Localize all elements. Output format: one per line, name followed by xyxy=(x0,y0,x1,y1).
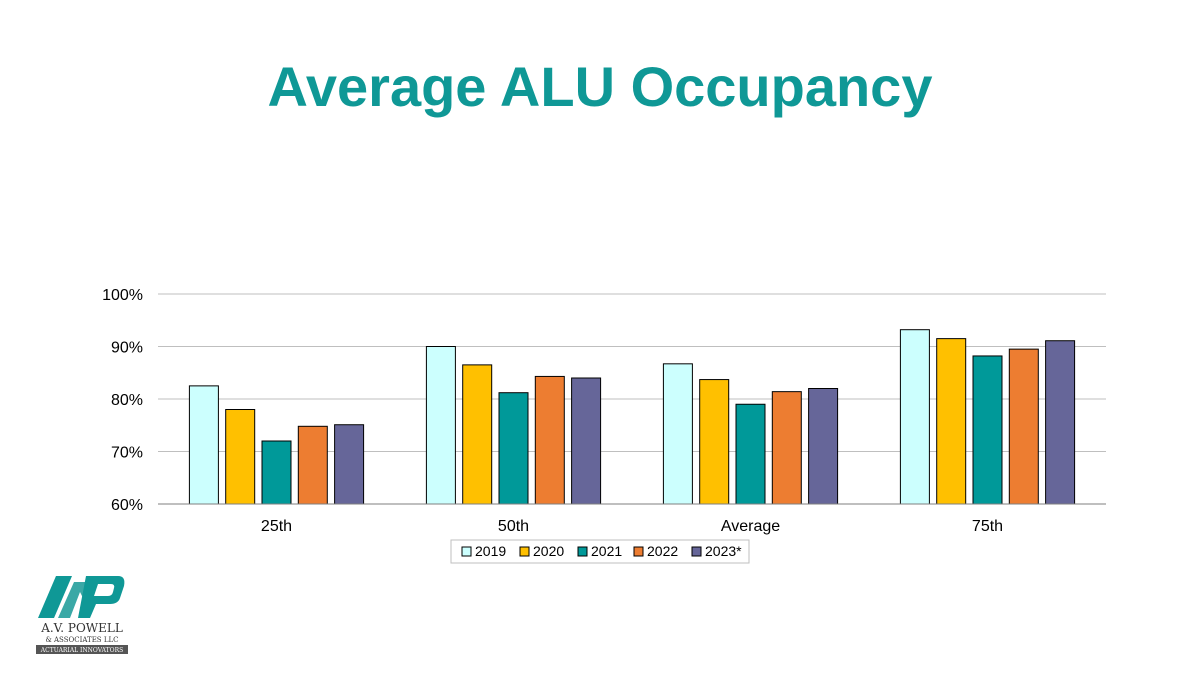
legend: 2019 2020 2021 2022 2023* xyxy=(450,539,750,564)
logo-tagline-band xyxy=(36,645,128,654)
bar-2023-average xyxy=(808,388,839,505)
bar-2019-50th xyxy=(425,346,456,505)
legend-label: 2023* xyxy=(705,543,742,559)
legend-label: 2021 xyxy=(591,543,622,559)
bar-2019-75th xyxy=(899,329,930,505)
bar-2021-75th xyxy=(972,355,1003,505)
x-tick-label: 75th xyxy=(972,518,1003,535)
legend-label: 2020 xyxy=(533,543,564,559)
legend-swatch xyxy=(691,546,702,557)
logo-mark-p xyxy=(78,576,125,618)
legend-label: 2019 xyxy=(475,543,506,559)
legend-swatch xyxy=(577,546,588,557)
logo-tagline: ACTUARIAL INNOVATORS xyxy=(40,647,123,654)
bar-2023-75th xyxy=(1045,340,1076,505)
bar-2022-average xyxy=(771,391,802,505)
company-logo: A.V. POWELL & ASSOCIATES LLC ACTUARIAL I… xyxy=(36,576,128,654)
chart-title: Average ALU Occupancy xyxy=(267,55,933,118)
bar-2023-25th xyxy=(334,424,365,505)
x-tick-label: Average xyxy=(721,518,780,535)
legend-swatch xyxy=(519,546,530,557)
legend-swatch xyxy=(461,546,472,557)
y-tick-label: 100% xyxy=(102,287,143,304)
legend-swatch xyxy=(633,546,644,557)
logo-name: A.V. POWELL xyxy=(40,621,123,635)
bar-2022-75th xyxy=(1008,348,1039,505)
x-tick-label: 50th xyxy=(498,518,529,535)
bar-2020-25th xyxy=(225,409,256,505)
bar-2021-50th xyxy=(498,392,529,505)
bar-2020-75th xyxy=(936,338,967,505)
legend-box xyxy=(450,539,750,564)
bar-2021-average xyxy=(735,403,766,505)
y-tick-label: 90% xyxy=(111,340,143,357)
y-tick-label: 60% xyxy=(111,497,143,514)
bar-2020-average xyxy=(699,379,730,505)
y-axis-ticks: 60% 70% 80% 90% 100% xyxy=(102,287,143,514)
logo-subtitle: & ASSOCIATES LLC xyxy=(46,636,119,644)
x-tick-label: 25th xyxy=(261,518,292,535)
logo-mark-left xyxy=(38,576,72,618)
bar-2023-50th xyxy=(571,377,602,505)
bar-2021-25th xyxy=(261,440,292,505)
bar-2019-average xyxy=(662,363,693,505)
y-tick-label: 80% xyxy=(111,392,143,409)
bars xyxy=(188,329,1076,505)
legend-label: 2022 xyxy=(647,543,678,559)
bar-2020-50th xyxy=(462,364,493,505)
y-tick-label: 70% xyxy=(111,445,143,462)
bar-2019-25th xyxy=(188,385,219,505)
x-axis-categories: 25th 50th Average 75th xyxy=(261,518,1003,535)
bar-2022-50th xyxy=(534,375,565,505)
bar-2022-25th xyxy=(297,425,328,505)
